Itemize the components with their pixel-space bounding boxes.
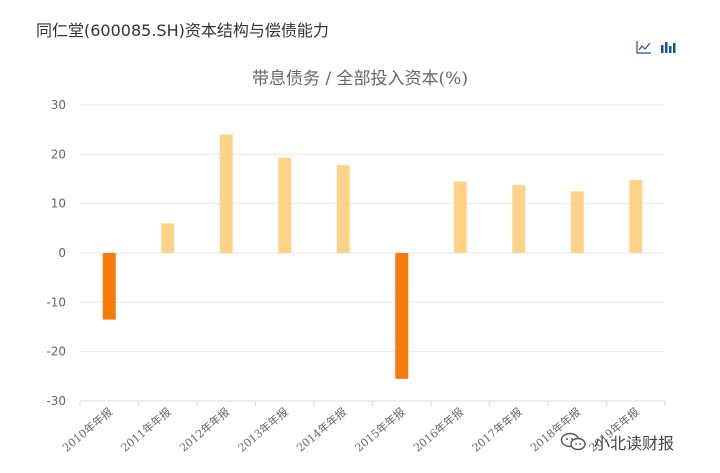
bar-2011年年报[interactable] bbox=[161, 223, 175, 253]
chart-title: 带息债务 / 全部投入资本(%) bbox=[252, 69, 468, 89]
bar-2013年年报[interactable] bbox=[278, 157, 292, 253]
x-axis-tick-labels: 2010年年报 2011年年报 2012年年报 2013年年报 2014年年报 2015年… bbox=[59, 405, 641, 455]
x-tick-label: 2011年年报 bbox=[118, 405, 174, 455]
x-tick-label: 2013年年报 bbox=[235, 405, 291, 455]
page-title: 同仁堂(600085.SH)资本结构与偿债能力 bbox=[36, 21, 329, 40]
bar-2015年年报[interactable] bbox=[395, 253, 409, 379]
x-tick-label: 2015年年报 bbox=[352, 405, 408, 455]
x-axis bbox=[79, 400, 666, 406]
x-tick-label: 2014年年报 bbox=[293, 405, 349, 455]
bar-2018年年报[interactable] bbox=[570, 191, 584, 253]
x-tick-label: 2016年年报 bbox=[410, 405, 466, 455]
wechat-icon bbox=[560, 432, 586, 451]
y-tick-label: -20 bbox=[46, 345, 66, 359]
watermark: 小北读财报 bbox=[560, 430, 674, 454]
bar-2016年年报[interactable] bbox=[453, 181, 467, 253]
y-tick-label: 10 bbox=[51, 197, 66, 211]
bar-chart-icon[interactable] bbox=[660, 40, 676, 54]
y-tick-label: 20 bbox=[51, 147, 66, 161]
x-tick-label: 2010年年报 bbox=[59, 405, 115, 455]
bar-2010年年报[interactable] bbox=[102, 253, 116, 320]
x-tick-label: 2012年年报 bbox=[176, 405, 232, 455]
y-tick-label: -30 bbox=[46, 394, 66, 408]
bar-2017年年报[interactable] bbox=[512, 184, 526, 253]
y-tick-label: -10 bbox=[46, 295, 66, 309]
bar-2012年年报[interactable] bbox=[219, 134, 233, 253]
y-tick-label: 30 bbox=[51, 98, 66, 112]
bars bbox=[102, 134, 643, 379]
bar-2019年年报[interactable] bbox=[629, 179, 643, 253]
x-tick-label: 2017年年报 bbox=[469, 405, 525, 455]
bar-2014年年报[interactable] bbox=[336, 165, 350, 253]
line-chart-icon[interactable] bbox=[636, 40, 652, 54]
watermark-text: 小北读财报 bbox=[594, 434, 675, 453]
y-axis-tick-labels: 30 20 10 0 -10 -20 -30 bbox=[46, 98, 66, 408]
y-tick-label: 0 bbox=[58, 246, 66, 260]
chart-toolbar bbox=[636, 40, 676, 54]
